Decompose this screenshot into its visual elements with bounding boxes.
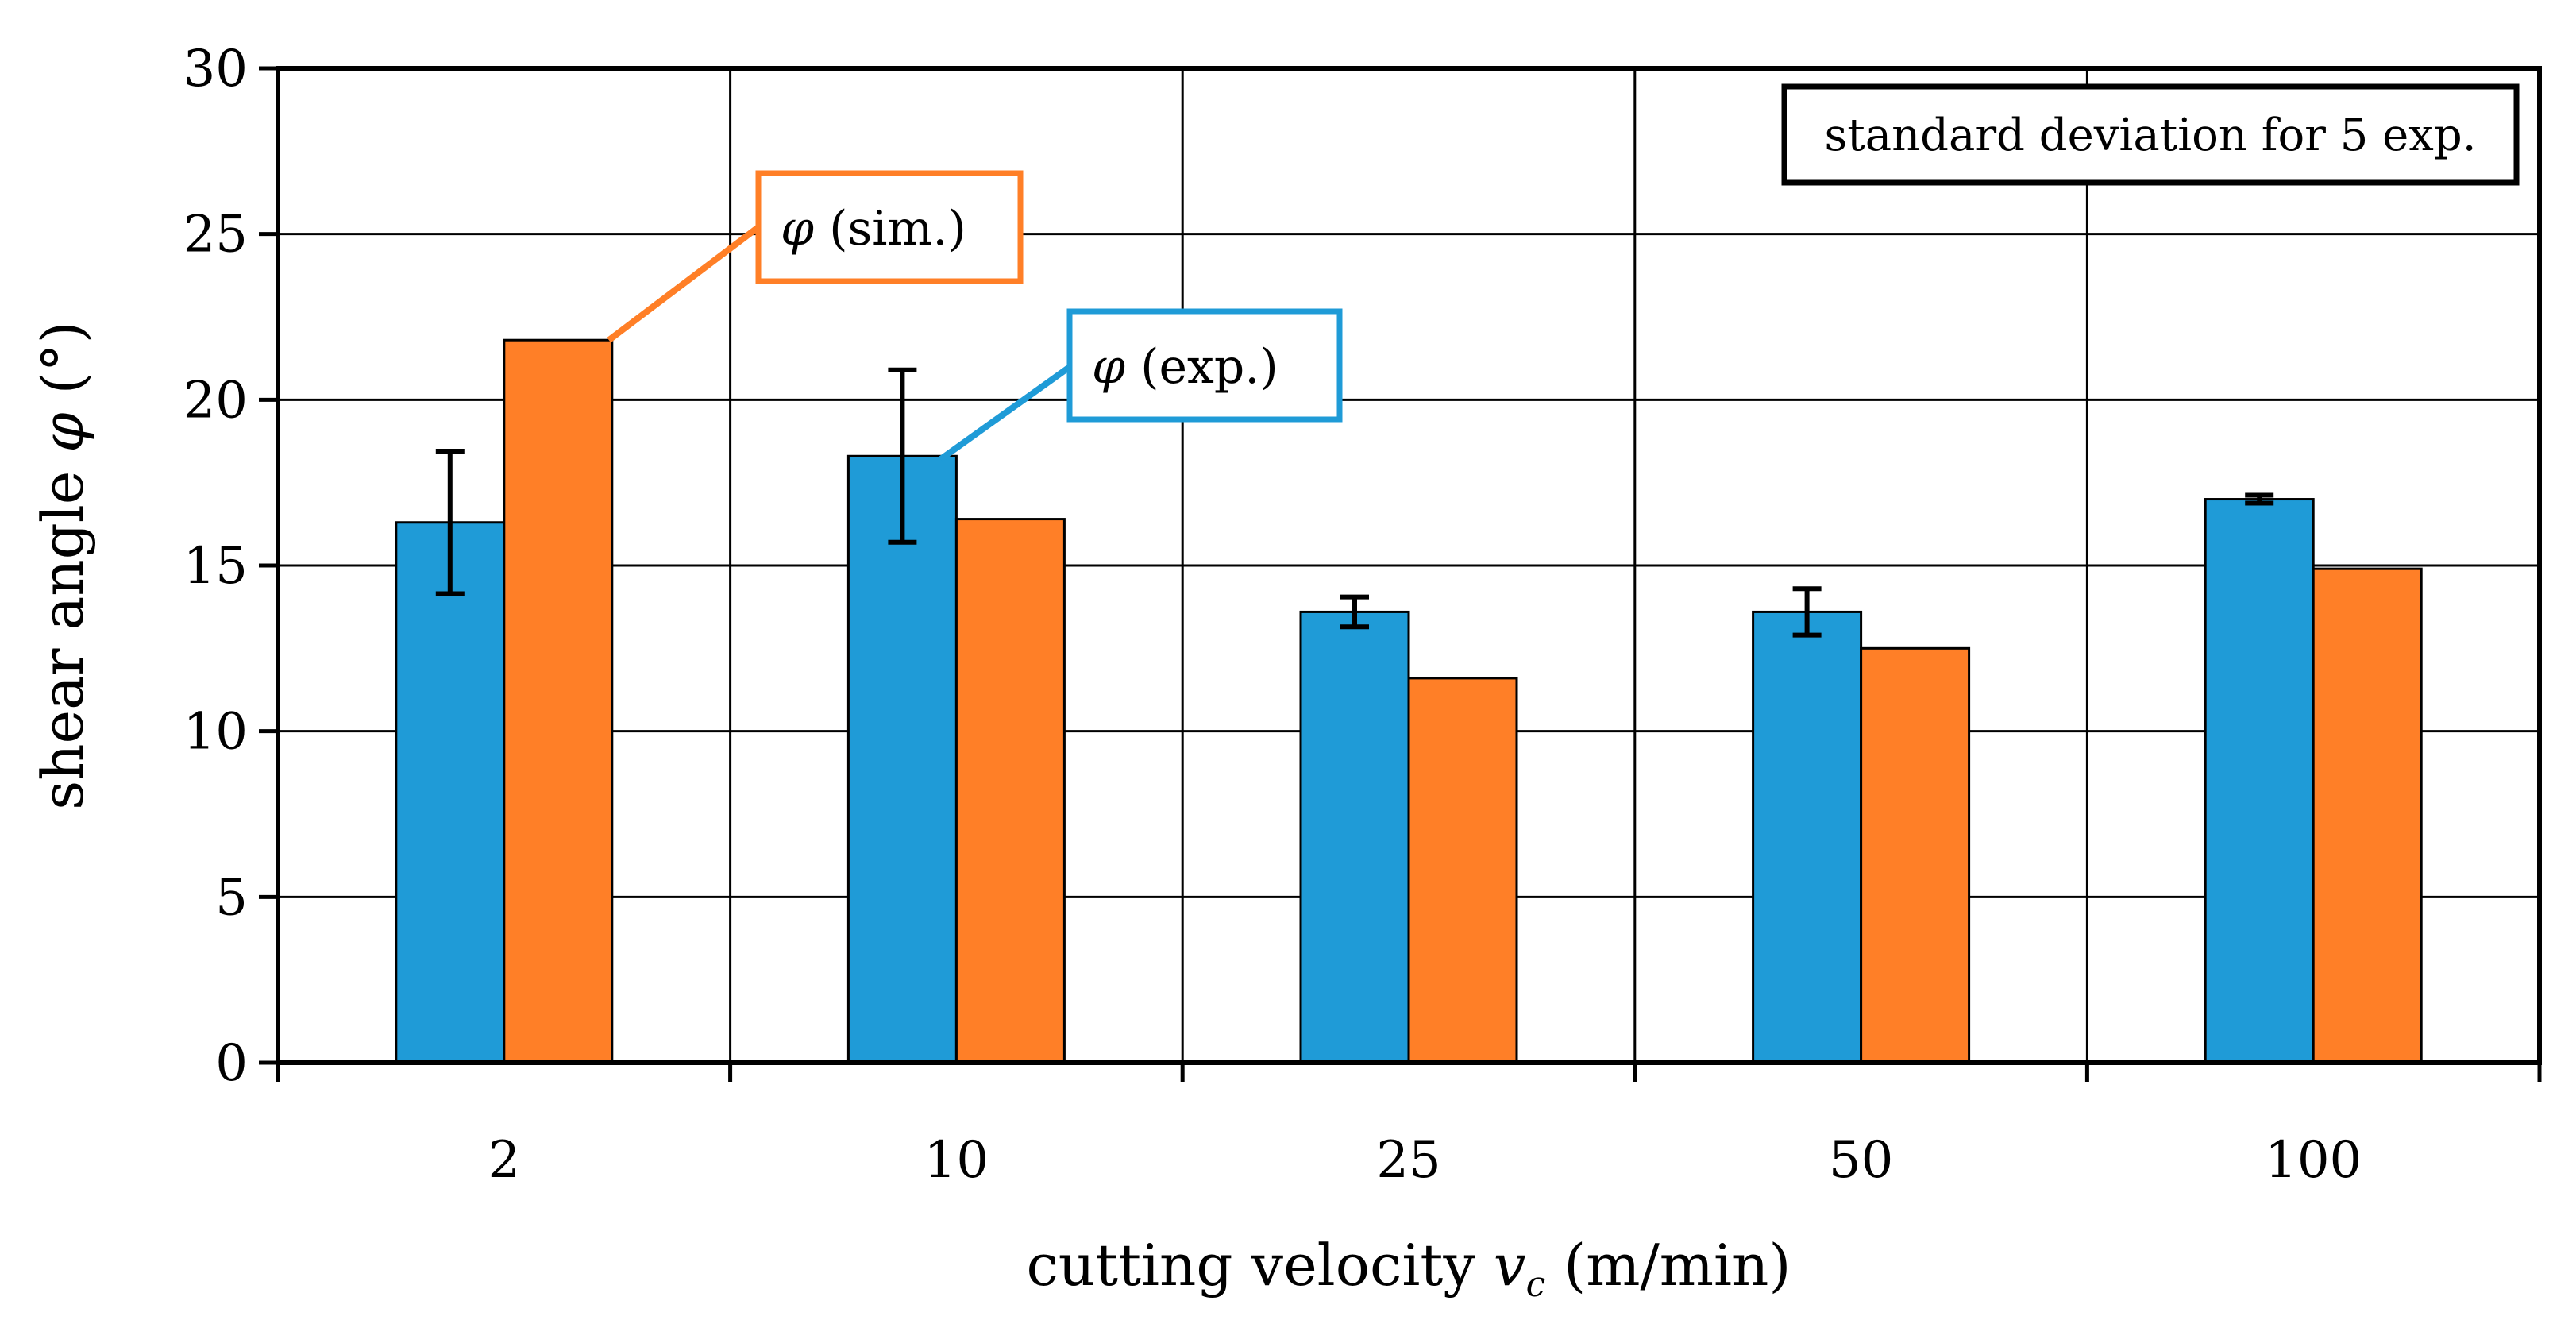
x-axis-title-text: cutting velocity [1026, 1232, 1493, 1299]
bar-sim-100 [2312, 567, 2423, 1064]
callout-sim-box [755, 170, 1024, 284]
y-tick-label: 30 [183, 40, 248, 98]
callout-symbol: φ [781, 201, 814, 257]
error-bar-10 [888, 367, 917, 545]
x-axis-symbol: v [1494, 1232, 1526, 1299]
y-tick-label: 10 [183, 703, 248, 762]
callout-exp: φ (exp.) [939, 308, 1343, 462]
y-tick-label: 0 [215, 1034, 248, 1093]
note-box-frame [1781, 83, 2520, 186]
bar-sim-25 [1407, 677, 1518, 1064]
bar-exp-50 [1752, 610, 1863, 1064]
bars [395, 338, 2423, 1064]
callout-exp-text: φ (exp.) [1092, 339, 1278, 395]
callout-sim: φ (sim.) [607, 170, 1024, 343]
error-bar-100 [2245, 492, 2274, 506]
callout-label: (sim.) [814, 201, 966, 257]
x-tick-label: 10 [924, 1131, 989, 1190]
x-axis-unit: (m/min) [1545, 1232, 1791, 1299]
x-axis-subscript: c [1526, 1264, 1546, 1305]
bar-exp-2 [395, 521, 506, 1064]
y-axis-title: shear angle φ (°) [29, 321, 96, 810]
error-bar-2 [435, 449, 465, 596]
y-tick-label: 20 [183, 371, 248, 430]
y-axis-unit: (°) [29, 321, 96, 412]
axes [259, 66, 2542, 1082]
x-axis-title: cutting velocity vc (m/min) [1026, 1232, 1791, 1305]
x-tick-label: 50 [1829, 1131, 1893, 1190]
bar-sim-50 [1860, 646, 1971, 1064]
bar-exp-10 [846, 454, 958, 1064]
callout-symbol: φ [1092, 339, 1125, 395]
callout-sim-text: φ (sim.) [781, 201, 966, 257]
callouts: φ (sim.)φ (exp.)standard deviation for 5… [607, 83, 2520, 462]
callout-exp-box [1066, 308, 1343, 423]
note-text: standard deviation for 5 exp. [1824, 110, 2476, 161]
note-box: standard deviation for 5 exp. [1781, 83, 2520, 186]
y-tick-label: 25 [183, 206, 248, 264]
bar-sim-10 [954, 518, 1066, 1064]
error-bar-50 [1792, 586, 1822, 638]
x-tick-label: 100 [2265, 1131, 2362, 1190]
y-tick-label: 15 [183, 537, 248, 596]
callout-sim-leader [607, 224, 761, 343]
x-tick-label: 2 [488, 1131, 520, 1190]
y-axis-title-text: shear angle [29, 453, 96, 810]
y-axis-symbol: φ [29, 412, 96, 453]
axis-labels: 0 5 10 15 20 25 30 2 10 25 50 100 cutting velocity v… [29, 40, 2362, 1305]
callout-label: (exp.) [1125, 339, 1278, 395]
callout-exp-leader [939, 364, 1072, 462]
bar-exp-25 [1299, 610, 1410, 1064]
bar-exp-100 [2204, 498, 2315, 1064]
x-tick-label: 25 [1376, 1131, 1440, 1190]
error-bars [435, 367, 2274, 638]
y-tick-label: 5 [215, 868, 248, 927]
bar-sim-2 [503, 338, 614, 1064]
error-bar-25 [1340, 594, 1369, 630]
